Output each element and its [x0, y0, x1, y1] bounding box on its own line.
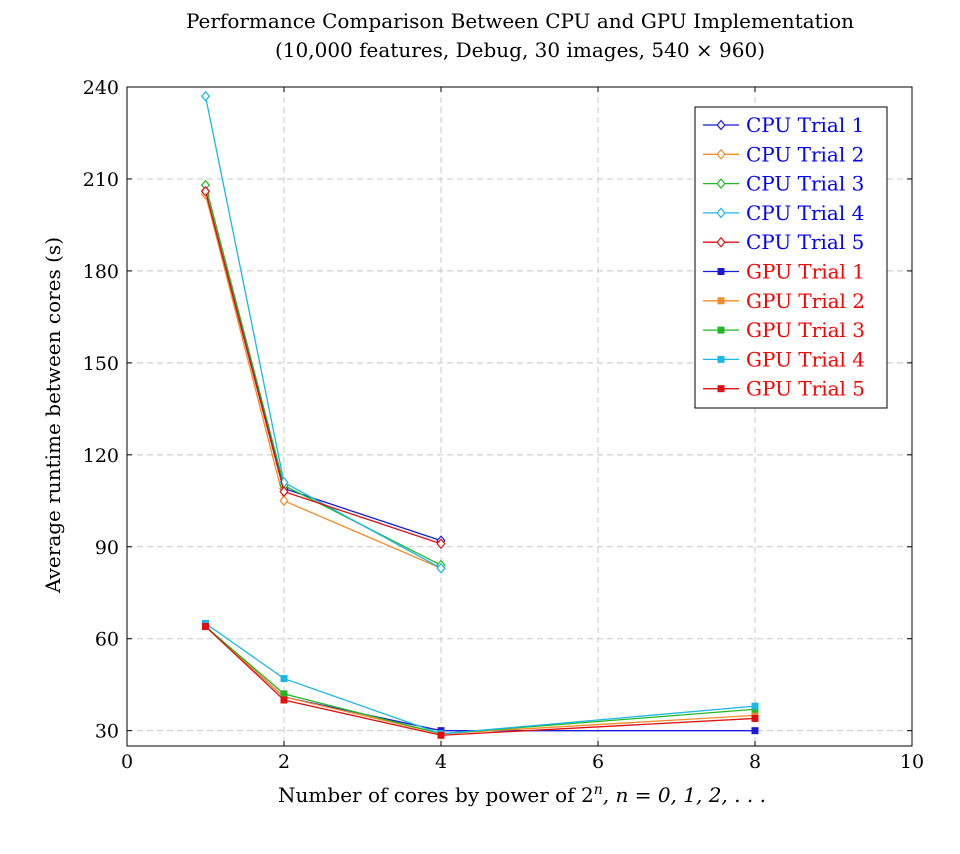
legend-marker — [716, 119, 726, 131]
data-point — [437, 731, 445, 739]
x-tick-label: 0 — [121, 751, 133, 773]
data-point — [279, 495, 289, 507]
y-tick-label: 120 — [83, 445, 119, 467]
series-line — [205, 625, 756, 735]
x-tick-label: 2 — [278, 751, 290, 773]
legend-item: CPU Trial 2 — [703, 142, 864, 166]
x-tick-label: 10 — [900, 751, 924, 773]
chart-subtitle: (10,000 features, Debug, 30 images, 540 … — [275, 38, 765, 62]
legend-item: GPU Trial 5 — [703, 377, 865, 401]
data-point — [436, 562, 446, 574]
series-cpu-trial-3 — [200, 179, 446, 571]
y-tick-label: 60 — [95, 629, 119, 651]
y-axis-label: Average runtime between cores (s) — [41, 237, 65, 594]
legend-label: CPU Trial 5 — [746, 230, 864, 254]
series-cpu-trial-1 — [200, 185, 446, 547]
grid-lines — [127, 87, 912, 746]
legend-label: GPU Trial 1 — [746, 260, 865, 284]
legend-item: GPU Trial 1 — [703, 260, 865, 284]
legend-marker — [717, 268, 725, 275]
legend: CPU Trial 1 CPU Trial 2 CPU Trial 3 CPU Tri… — [694, 106, 888, 409]
series-layer — [200, 90, 759, 739]
series-cpu-trial-4 — [200, 90, 446, 574]
y-tick-label: 30 — [95, 721, 119, 743]
legend-label: GPU Trial 2 — [746, 289, 865, 313]
x-tick-label: 4 — [435, 751, 447, 773]
legend-marker — [716, 148, 726, 160]
series-line — [204, 191, 442, 542]
legend-marker — [716, 178, 726, 190]
legend-item: GPU Trial 2 — [703, 289, 865, 313]
series-line — [204, 184, 442, 566]
x-tick-label: 8 — [749, 751, 761, 773]
x-tick-label: 6 — [592, 751, 604, 773]
legend-marker — [717, 385, 725, 393]
y-tick-label: 210 — [83, 169, 119, 191]
series-line — [205, 625, 756, 735]
data-point — [751, 702, 759, 710]
plot-frame — [126, 86, 913, 747]
data-point — [200, 185, 211, 197]
data-point — [280, 675, 288, 683]
series-line — [204, 194, 442, 569]
legend-item: CPU Trial 3 — [703, 172, 864, 196]
legend-item: GPU Trial 4 — [703, 347, 865, 371]
legend-label: CPU Trial 3 — [746, 172, 864, 196]
y-tick-label: 240 — [83, 77, 119, 99]
legend-label: GPU Trial 5 — [746, 377, 865, 401]
x-axis-label: Number of cores by power of 2n, n = 0, 1… — [278, 782, 766, 807]
legend-marker — [717, 355, 725, 363]
legend-label: CPU Trial 2 — [746, 142, 864, 166]
data-point — [280, 696, 288, 704]
legend-box — [694, 106, 888, 409]
data-point — [280, 690, 288, 698]
series-cpu-trial-5 — [200, 185, 446, 550]
legend-marker — [716, 207, 726, 219]
chart-title: Performance Comparison Between CPU and G… — [186, 9, 854, 33]
legend-label: GPU Trial 4 — [746, 347, 865, 371]
y-tick-label: 180 — [83, 261, 119, 283]
legend-marker — [717, 297, 725, 305]
series-line — [204, 191, 442, 545]
legend-label: GPU Trial 3 — [746, 318, 865, 342]
data-point — [200, 90, 211, 102]
series-line — [205, 622, 756, 735]
tick-labels: 0 2 4 6 8 10 30 60 90 120 150 180 210 240 — [83, 77, 924, 773]
legend-label: CPU Trial 4 — [746, 201, 864, 225]
data-point — [751, 727, 759, 735]
legend-item: CPU Trial 5 — [703, 230, 864, 254]
legend-item: GPU Trial 3 — [703, 318, 865, 342]
data-point — [202, 622, 209, 630]
series-gpu-trial-5 — [202, 622, 759, 739]
y-tick-label: 90 — [95, 537, 119, 559]
legend-marker — [716, 236, 726, 248]
series-line — [205, 625, 756, 736]
legend-label: CPU Trial 1 — [746, 113, 864, 137]
legend-marker — [717, 326, 725, 334]
legend-item: CPU Trial 4 — [703, 201, 864, 225]
y-tick-label: 150 — [83, 353, 119, 375]
series-cpu-trial-2 — [200, 188, 446, 574]
data-point — [279, 486, 289, 498]
data-point — [751, 714, 759, 722]
legend-item: CPU Trial 1 — [703, 113, 864, 137]
data-point — [436, 538, 446, 550]
